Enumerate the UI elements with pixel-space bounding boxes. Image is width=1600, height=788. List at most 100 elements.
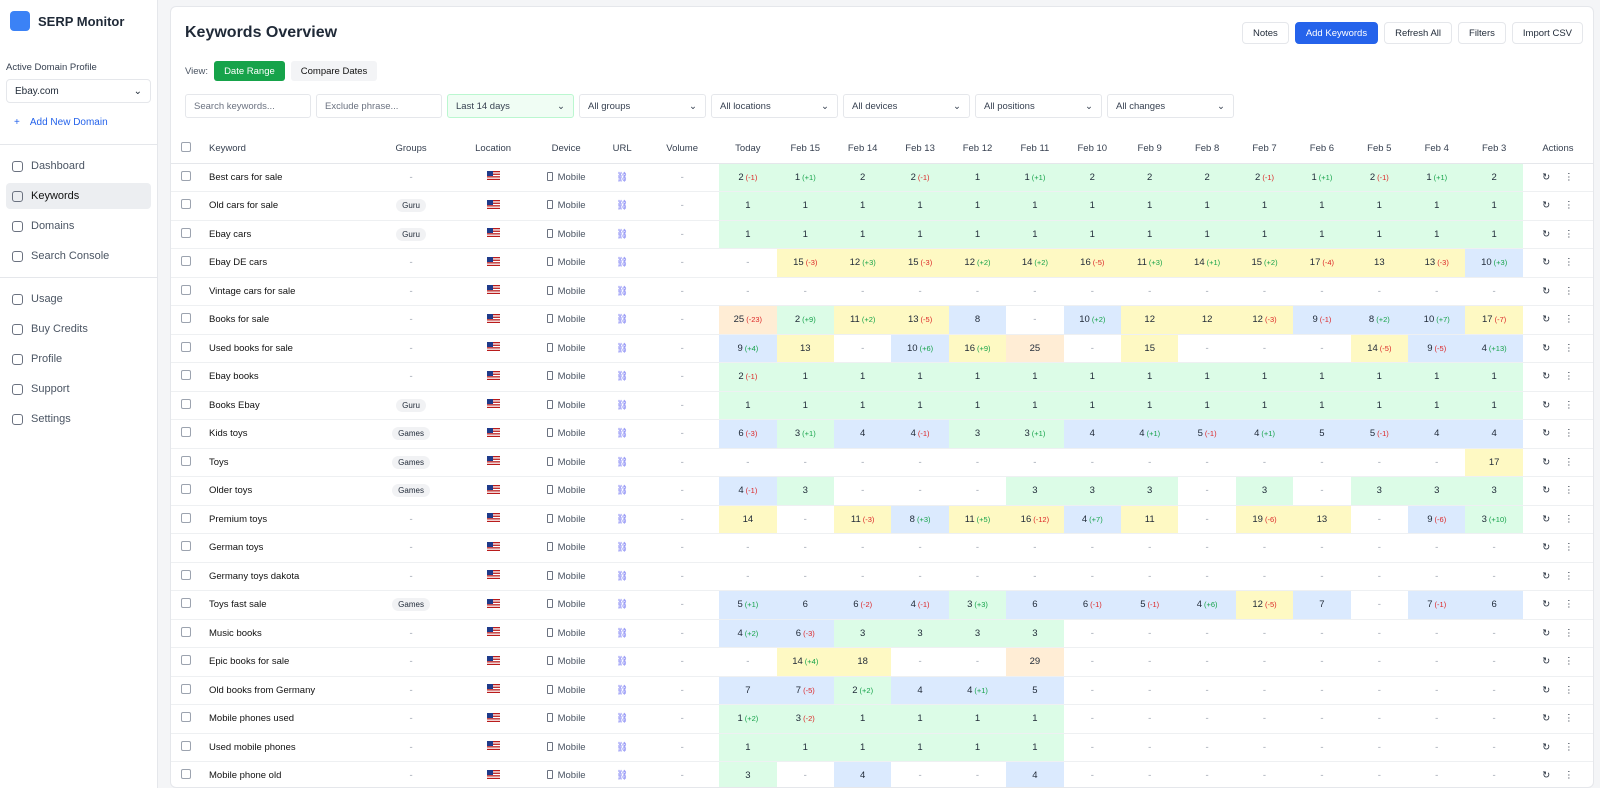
refresh-button[interactable]: ↻ — [1542, 171, 1551, 183]
more-button[interactable]: ⋮ — [1564, 228, 1574, 240]
refresh-button[interactable]: ↻ — [1542, 314, 1551, 326]
nav-item[interactable]: Settings — [6, 406, 151, 432]
refresh-button[interactable]: ↻ — [1542, 285, 1551, 297]
url-link[interactable]: ⛓ — [599, 619, 646, 648]
checkbox[interactable] — [181, 655, 191, 666]
url-link[interactable]: ⛓ — [599, 419, 646, 449]
filter-dropdown[interactable]: Last 14 days ⌄ — [447, 94, 574, 118]
checkbox[interactable] — [181, 740, 191, 751]
more-button[interactable]: ⋮ — [1564, 371, 1574, 383]
filter-dropdown[interactable]: All positions ⌄ — [975, 94, 1102, 118]
refresh-button[interactable]: ↻ — [1542, 713, 1551, 725]
checkbox[interactable] — [181, 712, 191, 723]
more-button[interactable]: ⋮ — [1564, 713, 1574, 725]
more-button[interactable]: ⋮ — [1564, 257, 1574, 269]
checkbox[interactable] — [181, 170, 191, 181]
url-link[interactable]: ⛓ — [599, 391, 646, 420]
refresh-button[interactable]: ↻ — [1542, 599, 1551, 611]
checkbox[interactable] — [181, 256, 191, 267]
url-link[interactable]: ⛓ — [599, 590, 646, 620]
refresh-button[interactable]: ↻ — [1542, 428, 1551, 440]
nav-item[interactable]: Usage — [6, 286, 151, 312]
nav-item[interactable]: Domains — [6, 213, 151, 239]
checkbox[interactable] — [181, 227, 191, 238]
toolbar-button[interactable]: Filters — [1458, 22, 1506, 44]
exclude-input[interactable]: Exclude phrase... — [316, 94, 442, 118]
refresh-button[interactable]: ↻ — [1542, 456, 1551, 468]
refresh-button[interactable]: ↻ — [1542, 741, 1551, 753]
refresh-button[interactable]: ↻ — [1542, 399, 1551, 411]
search-input[interactable]: Search keywords... — [185, 94, 311, 118]
url-link[interactable]: ⛓ — [599, 761, 646, 787]
checkbox[interactable] — [181, 341, 191, 352]
more-button[interactable]: ⋮ — [1564, 314, 1574, 326]
nav-item[interactable]: Support — [6, 376, 151, 402]
more-button[interactable]: ⋮ — [1564, 399, 1574, 411]
nav-item[interactable]: Profile — [6, 346, 151, 372]
toolbar-button[interactable]: Notes — [1241, 22, 1289, 44]
checkbox[interactable] — [181, 370, 191, 381]
more-button[interactable]: ⋮ — [1564, 684, 1574, 696]
filter-dropdown[interactable]: All changes ⌄ — [1107, 94, 1234, 118]
nav-item[interactable]: Dashboard — [6, 153, 151, 179]
refresh-button[interactable]: ↻ — [1542, 570, 1551, 582]
more-button[interactable]: ⋮ — [1564, 200, 1574, 212]
refresh-button[interactable]: ↻ — [1542, 770, 1551, 782]
nav-item[interactable]: Buy Credits — [6, 316, 151, 342]
nav-item[interactable]: Keywords — [6, 183, 151, 209]
url-link[interactable]: ⛓ — [599, 647, 646, 677]
checkbox[interactable] — [181, 199, 191, 210]
filter-dropdown[interactable]: All locations ⌄ — [711, 94, 838, 118]
checkbox[interactable] — [181, 142, 191, 153]
refresh-button[interactable]: ↻ — [1542, 684, 1551, 696]
refresh-button[interactable]: ↻ — [1542, 371, 1551, 383]
checkbox[interactable] — [181, 626, 191, 637]
more-button[interactable]: ⋮ — [1564, 542, 1574, 554]
more-button[interactable]: ⋮ — [1564, 770, 1574, 782]
url-link[interactable]: ⛓ — [599, 448, 646, 477]
url-link[interactable]: ⛓ — [599, 733, 646, 762]
url-link[interactable]: ⛓ — [599, 305, 646, 335]
checkbox[interactable] — [181, 313, 191, 324]
more-button[interactable]: ⋮ — [1564, 485, 1574, 497]
more-button[interactable]: ⋮ — [1564, 456, 1574, 468]
more-button[interactable]: ⋮ — [1564, 627, 1574, 639]
url-link[interactable]: ⛓ — [599, 562, 646, 591]
url-link[interactable]: ⛓ — [599, 220, 646, 249]
nav-item[interactable]: Search Console — [6, 243, 151, 269]
more-button[interactable]: ⋮ — [1564, 570, 1574, 582]
checkbox[interactable] — [181, 541, 191, 552]
toolbar-button[interactable]: Add Keywords — [1294, 22, 1379, 44]
more-button[interactable]: ⋮ — [1564, 741, 1574, 753]
checkbox[interactable] — [181, 427, 191, 438]
url-link[interactable]: ⛓ — [599, 248, 646, 278]
more-button[interactable]: ⋮ — [1564, 342, 1574, 354]
more-button[interactable]: ⋮ — [1564, 428, 1574, 440]
checkbox[interactable] — [181, 598, 191, 609]
url-link[interactable]: ⛓ — [599, 704, 646, 734]
url-link[interactable]: ⛓ — [599, 163, 646, 192]
refresh-button[interactable]: ↻ — [1542, 542, 1551, 554]
url-link[interactable]: ⛓ — [599, 505, 646, 534]
url-link[interactable]: ⛓ — [599, 191, 646, 221]
checkbox[interactable] — [181, 398, 191, 409]
checkbox[interactable] — [181, 769, 191, 780]
refresh-button[interactable]: ↻ — [1542, 342, 1551, 354]
toolbar-button[interactable]: Import CSV — [1511, 22, 1583, 44]
refresh-button[interactable]: ↻ — [1542, 656, 1551, 668]
checkbox[interactable] — [181, 284, 191, 295]
refresh-button[interactable]: ↻ — [1542, 200, 1551, 212]
add-domain[interactable]: + Add New Domain — [0, 109, 157, 136]
refresh-button[interactable]: ↻ — [1542, 257, 1551, 269]
filter-dropdown[interactable]: All devices ⌄ — [843, 94, 970, 118]
url-link[interactable]: ⛓ — [599, 676, 646, 705]
more-button[interactable]: ⋮ — [1564, 656, 1574, 668]
more-button[interactable]: ⋮ — [1564, 171, 1574, 183]
refresh-button[interactable]: ↻ — [1542, 513, 1551, 525]
refresh-button[interactable]: ↻ — [1542, 627, 1551, 639]
more-button[interactable]: ⋮ — [1564, 599, 1574, 611]
url-link[interactable]: ⛓ — [599, 362, 646, 392]
view-mode[interactable]: Date Range — [214, 61, 285, 81]
url-link[interactable]: ⛓ — [599, 277, 646, 306]
refresh-button[interactable]: ↻ — [1542, 228, 1551, 240]
